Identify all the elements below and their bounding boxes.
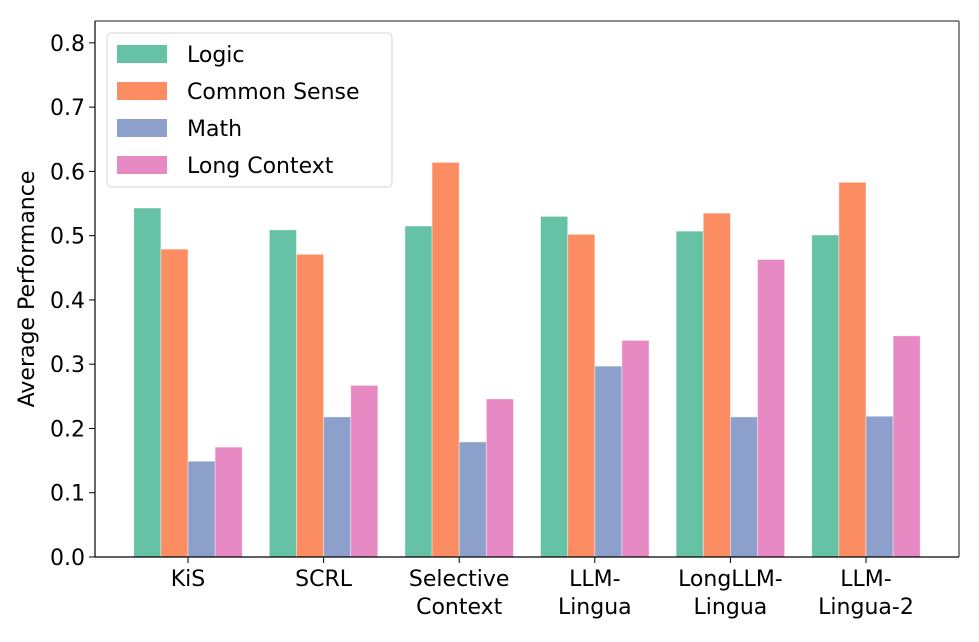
bar-math-0 — [187, 460, 216, 558]
x-tick-label: Selective — [409, 567, 510, 592]
y-tick-label: 0.3 — [50, 353, 85, 378]
bar-logic-4 — [675, 230, 704, 558]
bar-common-sense-3 — [567, 233, 596, 558]
x-tick-label: SCRL — [295, 567, 353, 592]
legend: Logic Common Sense Math Long Context — [106, 32, 393, 188]
bar-long-context-0 — [214, 446, 243, 558]
x-tick-label: Lingua — [694, 595, 768, 620]
x-tick-label: Lingua-2 — [818, 595, 914, 620]
legend-label: Common Sense — [187, 80, 360, 105]
y-tick-label: 0.0 — [50, 546, 85, 571]
bars-layer — [133, 161, 921, 558]
y-tick-label: 0.5 — [50, 225, 85, 250]
legend-swatch-math — [117, 119, 167, 137]
bar-logic-1 — [268, 229, 297, 558]
bar-long-context-4 — [757, 259, 786, 558]
x-tick-label: Lingua — [558, 595, 632, 620]
y-tick-label: 0.6 — [50, 160, 85, 185]
legend-swatch-logic — [117, 45, 167, 63]
bar-logic-5 — [811, 234, 840, 558]
bar-math-3 — [594, 365, 623, 558]
legend-label: Logic — [187, 43, 245, 68]
bar-long-context-5 — [892, 335, 921, 558]
x-tick-label: LLM- — [569, 567, 620, 592]
bar-math-2 — [458, 441, 487, 558]
y-tick-label: 0.2 — [50, 417, 85, 442]
bar-common-sense-2 — [431, 161, 460, 558]
legend-swatch-long-context — [117, 156, 167, 174]
bar-math-1 — [323, 416, 352, 558]
legend-label: Math — [187, 117, 242, 142]
bar-common-sense-1 — [296, 253, 325, 558]
bar-logic-0 — [133, 207, 162, 558]
bar-long-context-2 — [485, 398, 514, 558]
bar-common-sense-0 — [160, 248, 189, 558]
y-axis-label: Average Performance — [15, 171, 40, 408]
x-tick-label: KiS — [171, 567, 206, 592]
x-tick-label: LLM- — [840, 567, 891, 592]
y-tick-label: 0.4 — [50, 289, 85, 314]
x-tick-label: LongLLM- — [678, 567, 783, 592]
legend-box — [106, 32, 393, 188]
y-tick-label: 0.1 — [50, 482, 85, 507]
bar-logic-3 — [540, 215, 569, 558]
bar-common-sense-4 — [702, 212, 731, 558]
bar-common-sense-5 — [838, 181, 867, 558]
bar-long-context-3 — [621, 340, 650, 558]
y-tick-label: 0.7 — [50, 96, 85, 121]
bar-math-5 — [865, 415, 894, 558]
axes-layer: 0.0 0.1 0.2 0.3 0.4 0.5 0.6 0.7 0.8 KiS SCRL Select… — [50, 20, 960, 620]
bar-long-context-1 — [350, 384, 379, 558]
bar-logic-2 — [404, 225, 433, 558]
legend-swatch-common-sense — [117, 82, 167, 100]
legend-label: Long Context — [187, 154, 334, 179]
bar-math-4 — [730, 416, 758, 558]
x-tick-label: Context — [416, 595, 503, 620]
y-tick-label: 0.8 — [50, 32, 85, 57]
